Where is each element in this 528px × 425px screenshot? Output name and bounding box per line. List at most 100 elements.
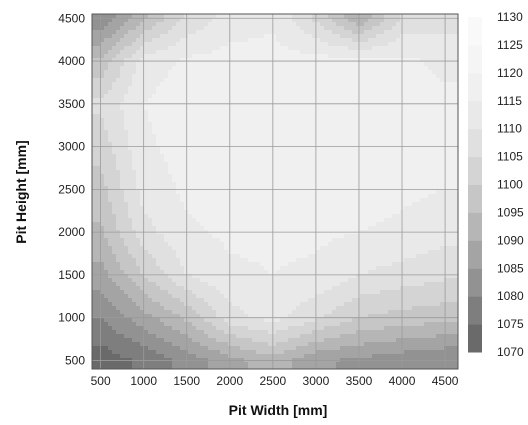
contour-cell (312, 106, 317, 111)
contour-cell (440, 210, 445, 215)
contour-cell (284, 66, 289, 71)
contour-cell (248, 170, 253, 175)
contour-cell (96, 206, 101, 211)
contour-cell (376, 170, 381, 175)
contour-cell (144, 158, 149, 163)
contour-cell (432, 210, 437, 215)
contour-cell (176, 14, 181, 19)
contour-cell (240, 154, 245, 159)
contour-cell (444, 86, 449, 91)
contour-cell (336, 14, 341, 19)
contour-cell (304, 142, 309, 147)
contour-cell (236, 130, 241, 135)
contour-cell (296, 146, 301, 151)
contour-cell (168, 122, 173, 127)
contour-cell (360, 178, 365, 183)
contour-cell (264, 30, 269, 35)
contour-cell (168, 206, 173, 211)
contour-cell (172, 182, 177, 187)
contour-cell (352, 58, 357, 63)
contour-cell (296, 150, 301, 155)
contour-cell (216, 86, 221, 91)
contour-cell (448, 158, 453, 163)
contour-cell (412, 106, 417, 111)
contour-cell (232, 210, 237, 215)
contour-cell (232, 62, 237, 67)
contour-cell (284, 114, 289, 119)
contour-cell (300, 82, 305, 87)
contour-cell (368, 78, 373, 83)
contour-cell (216, 98, 221, 103)
contour-cell (248, 218, 253, 223)
contour-cell (328, 18, 333, 23)
contour-cell (256, 86, 261, 91)
contour-cell (356, 90, 361, 95)
contour-cell (396, 158, 401, 163)
contour-cell (156, 218, 161, 223)
contour-cell (252, 186, 257, 191)
contour-cell (380, 90, 385, 95)
contour-cell (176, 34, 181, 39)
contour-cell (436, 26, 441, 31)
contour-cell (340, 106, 345, 111)
contour-cell (372, 46, 377, 51)
contour-cell (392, 178, 397, 183)
contour-cell (308, 154, 313, 159)
contour-cell (372, 42, 377, 47)
contour-cell (140, 94, 145, 99)
contour-cell (284, 162, 289, 167)
contour-cell (456, 54, 458, 59)
contour-cell (148, 98, 153, 103)
contour-cell (440, 82, 445, 87)
contour-cell (308, 66, 313, 71)
contour-cell (388, 142, 393, 147)
contour-cell (436, 150, 441, 155)
contour-cell (100, 222, 105, 227)
contour-cell (240, 58, 245, 63)
contour-cell (304, 30, 309, 35)
contour-cell (292, 58, 297, 63)
contour-cell (316, 198, 321, 203)
contour-cell (260, 190, 265, 195)
contour-cell (388, 186, 393, 191)
contour-cell (448, 90, 453, 95)
contour-cell (128, 214, 133, 219)
contour-cell (272, 82, 277, 87)
contour-cell (108, 126, 113, 131)
contour-cell (240, 194, 245, 199)
contour-cell (112, 30, 117, 35)
contour-cell (348, 218, 353, 223)
contour-cell (404, 106, 409, 111)
contour-cell (372, 14, 377, 19)
contour-cell (356, 210, 361, 215)
contour-cell (332, 130, 337, 135)
contour-cell (244, 178, 249, 183)
contour-cell (388, 86, 393, 91)
contour-cell (436, 186, 441, 191)
contour-cell (420, 122, 425, 127)
contour-cell (148, 106, 153, 111)
contour-cell (156, 50, 161, 55)
contour-cell (256, 78, 261, 83)
contour-cell (324, 42, 329, 47)
contour-cell (112, 186, 117, 191)
contour-cell (196, 34, 201, 39)
contour-cell (236, 110, 241, 115)
contour-cell (312, 114, 317, 119)
contour-cell (100, 218, 105, 223)
contour-cell (232, 70, 237, 75)
contour-cell (164, 82, 169, 87)
contour-cell (300, 182, 305, 187)
contour-cell (336, 106, 341, 111)
contour-cell (204, 166, 209, 171)
contour-cell (172, 14, 177, 19)
contour-cell (428, 22, 433, 27)
contour-cell (432, 82, 437, 87)
contour-cell (336, 206, 341, 211)
contour-cell (440, 190, 445, 195)
contour-cell (440, 14, 445, 19)
contour-cell (256, 186, 261, 191)
contour-cell (216, 202, 221, 207)
contour-cell (108, 202, 113, 207)
contour-cell (316, 146, 321, 151)
